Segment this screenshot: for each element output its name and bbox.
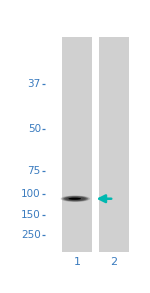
Text: 250: 250 bbox=[21, 230, 41, 240]
Ellipse shape bbox=[61, 196, 90, 202]
Text: 75: 75 bbox=[28, 166, 41, 176]
Ellipse shape bbox=[60, 195, 90, 202]
Bar bbox=[62, 38, 92, 252]
Ellipse shape bbox=[66, 197, 85, 201]
Text: 50: 50 bbox=[28, 124, 41, 134]
Ellipse shape bbox=[64, 196, 87, 201]
Text: 37: 37 bbox=[28, 79, 41, 89]
Ellipse shape bbox=[67, 197, 84, 200]
Text: 150: 150 bbox=[21, 209, 41, 219]
Ellipse shape bbox=[68, 198, 81, 200]
Text: 1: 1 bbox=[73, 257, 80, 268]
Ellipse shape bbox=[63, 196, 88, 202]
Bar bbox=[99, 38, 129, 252]
Text: 2: 2 bbox=[111, 257, 118, 268]
Text: 100: 100 bbox=[21, 189, 41, 199]
